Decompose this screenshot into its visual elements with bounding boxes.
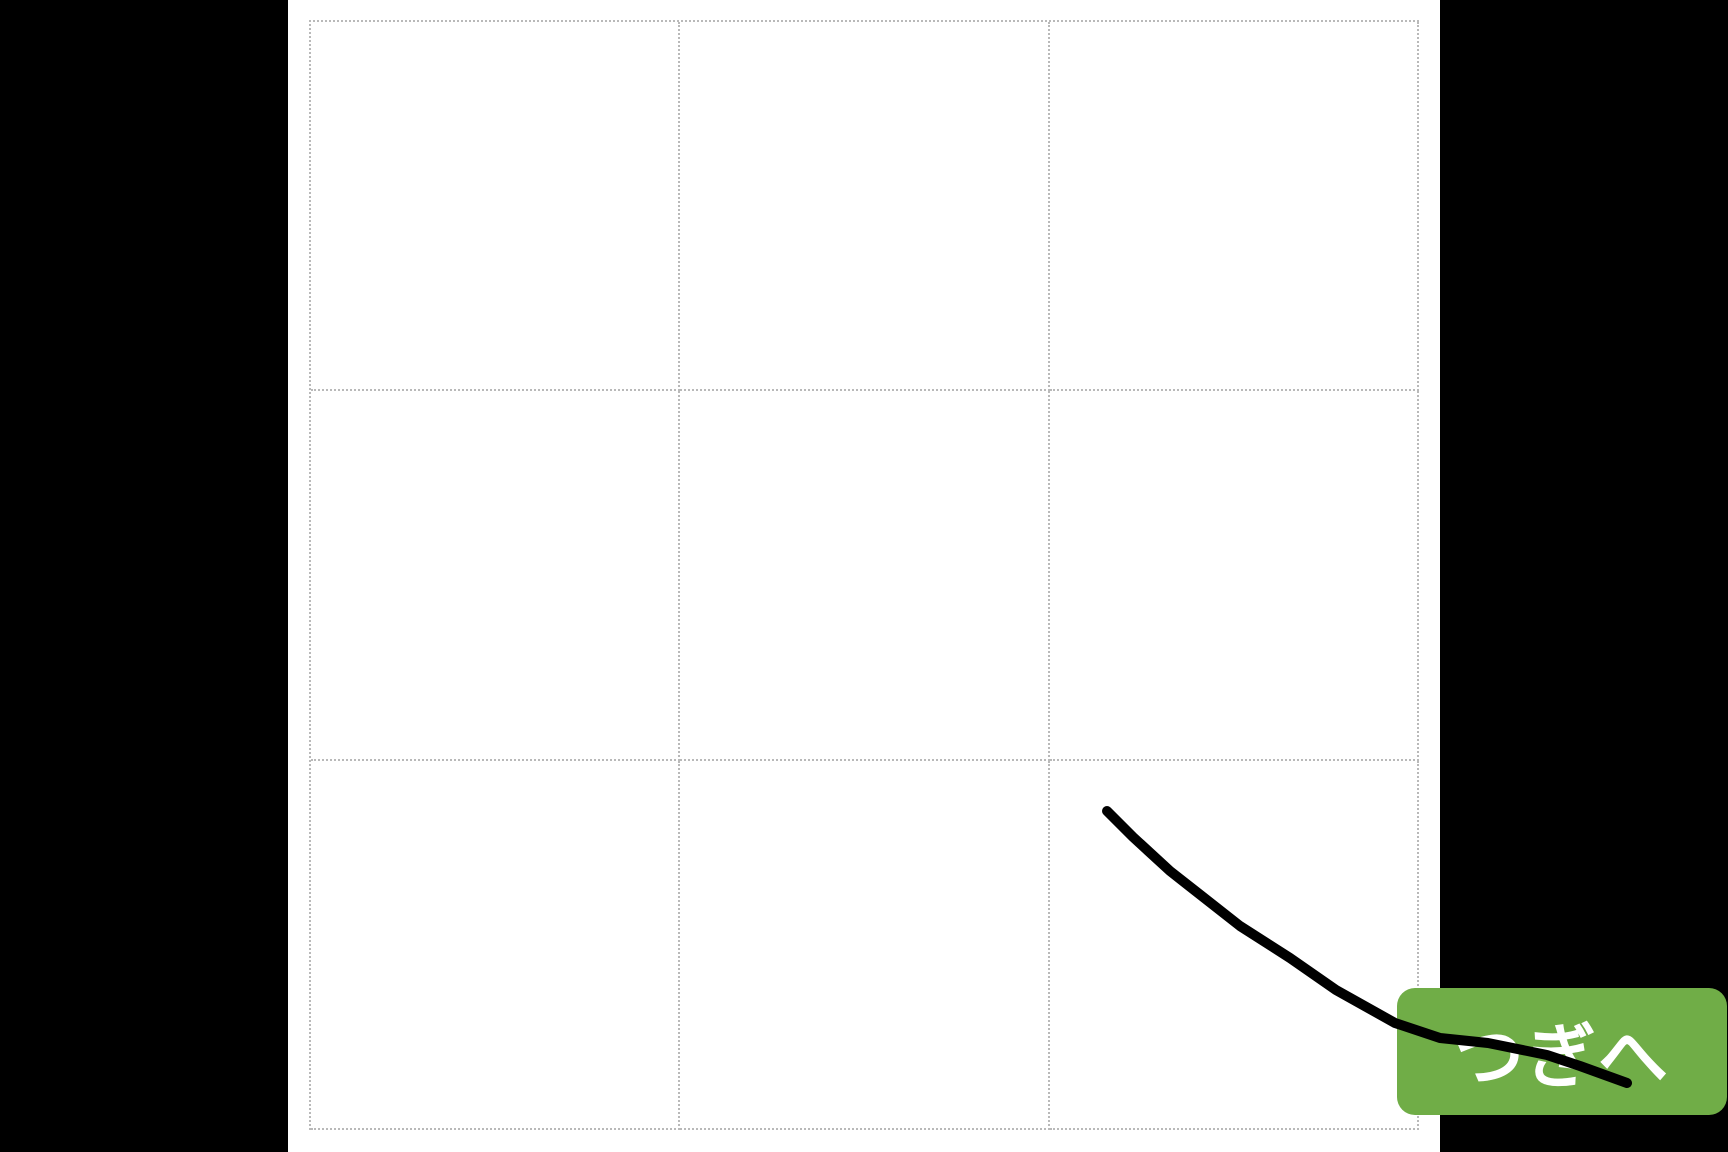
grid-cell-1-1[interactable] [311,22,681,392]
grid-cell-3-3[interactable] [1049,760,1419,1130]
grid-cell-2-3[interactable] [1049,391,1419,761]
grid-cell-3-2[interactable] [680,760,1050,1130]
grid-cell-2-1[interactable] [311,391,681,761]
grid-cell-1-3[interactable] [1049,22,1419,392]
next-button[interactable]: つぎへ [1397,988,1727,1115]
grid-cell-1-2[interactable] [680,22,1050,392]
grid-cell-2-2[interactable] [680,391,1050,761]
grid-cell-3-1[interactable] [311,760,681,1130]
guide-grid [309,20,1419,1130]
